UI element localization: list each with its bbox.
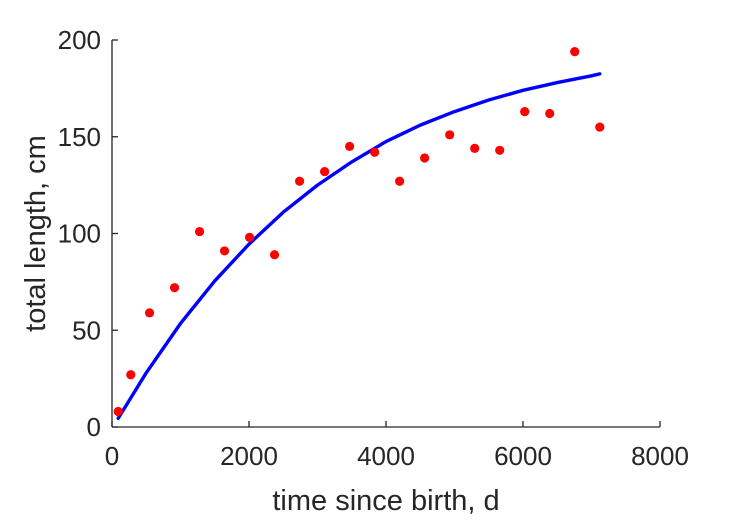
data-point (320, 166, 330, 177)
x-tick-label: 6000 (494, 441, 552, 471)
data-point (545, 108, 555, 119)
data-point (194, 226, 205, 237)
y-tick-label: 200 (58, 25, 101, 55)
fit-curve (116, 72, 602, 420)
x-tick-label: 4000 (357, 441, 415, 471)
data-point (113, 406, 123, 417)
data-point (169, 283, 180, 293)
y-tick-label: 0 (87, 412, 101, 442)
data-point (244, 232, 255, 242)
y-tick-label: 50 (72, 315, 101, 345)
x-tick-label: 8000 (631, 441, 689, 471)
data-point (445, 130, 455, 140)
y-tick-label: 150 (58, 122, 101, 152)
data-point (470, 143, 480, 153)
data-point (370, 147, 380, 157)
x-tick-label: 2000 (220, 441, 278, 471)
y-ticks: 0 50 100 150 200 (58, 25, 118, 442)
data-point (395, 176, 405, 186)
fit-layer (116, 72, 602, 420)
data-point (295, 176, 305, 186)
data-point (570, 47, 580, 57)
data-point (219, 246, 230, 256)
data-point (520, 106, 530, 117)
data-point (595, 122, 605, 132)
data-points (113, 47, 605, 417)
data-point (144, 308, 155, 318)
axes (111, 40, 660, 428)
data-point (126, 370, 136, 380)
data-point (495, 145, 505, 155)
x-ticks: 0 2000 4000 6000 8000 (105, 421, 689, 471)
y-axis-label: total length, cm (20, 135, 52, 332)
data-point (420, 153, 430, 163)
data-point (269, 250, 280, 260)
data-point (345, 141, 355, 152)
y-tick-label: 100 (58, 219, 101, 249)
x-tick-label: 0 (105, 441, 119, 471)
x-axis-label: time since birth, d (272, 485, 499, 517)
